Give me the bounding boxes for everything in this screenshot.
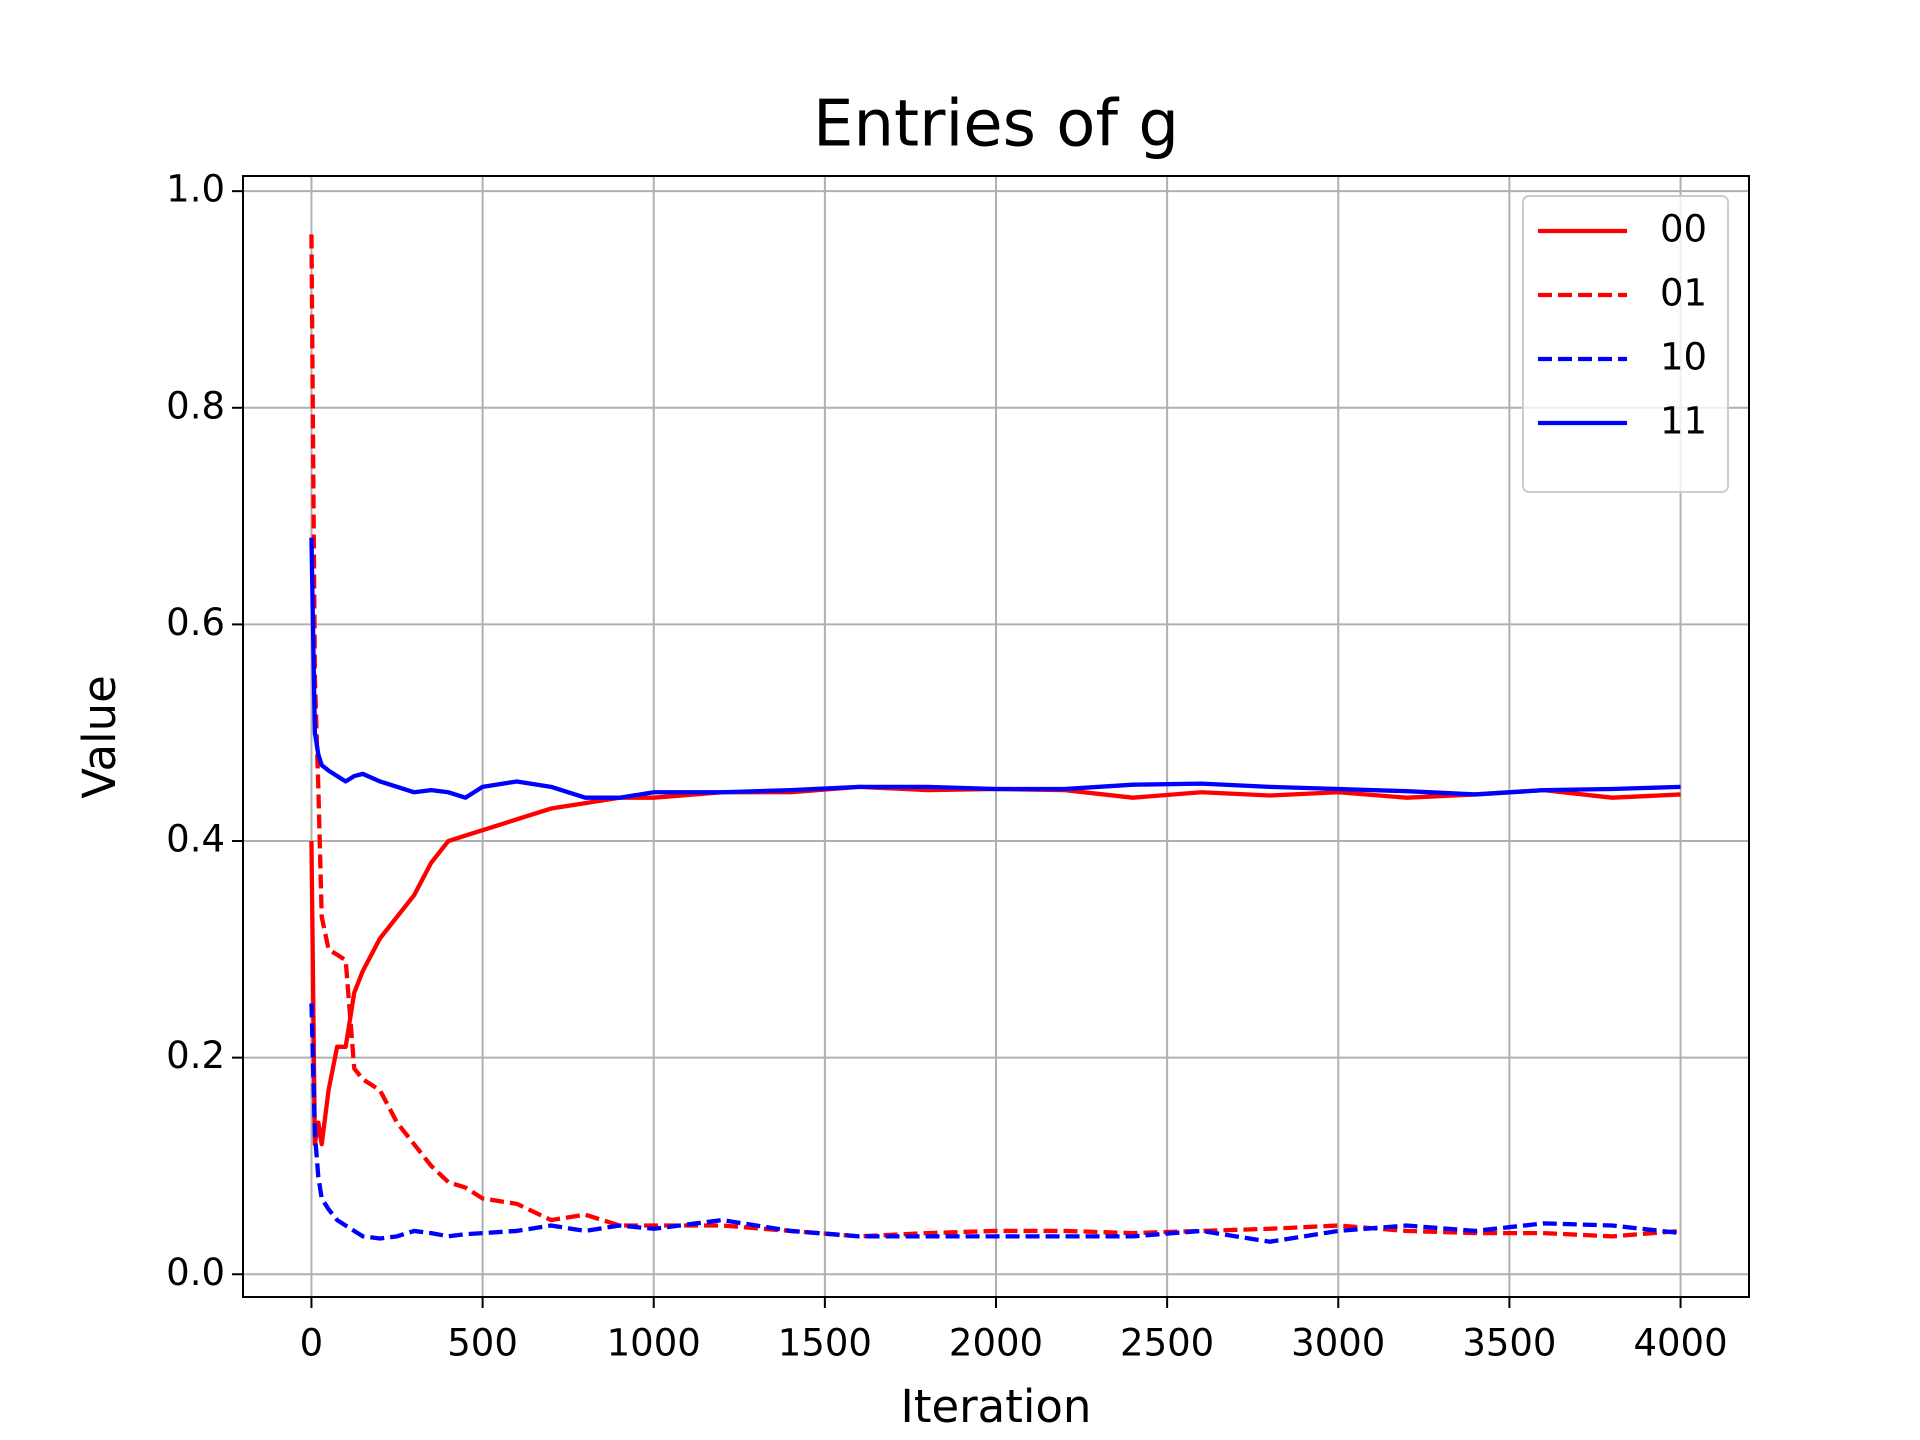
x-tick-label: 3000 bbox=[1291, 1322, 1385, 1365]
series-line bbox=[309, 537, 1681, 800]
x-tick-label: 1500 bbox=[778, 1322, 872, 1365]
x-tick-label: 4000 bbox=[1633, 1322, 1727, 1365]
y-tick-label: 0.2 bbox=[166, 1034, 225, 1077]
legend-box bbox=[1522, 195, 1729, 493]
x-tick-label: 0 bbox=[300, 1322, 324, 1365]
series-line bbox=[309, 1003, 1681, 1244]
plot-frame bbox=[242, 175, 1750, 1298]
x-tick-label: 500 bbox=[447, 1322, 518, 1365]
chart-title: Entries of g bbox=[813, 88, 1179, 162]
x-tick-label: 1000 bbox=[607, 1322, 701, 1365]
y-axis-label: Value bbox=[73, 675, 126, 799]
x-tick-label: 2500 bbox=[1120, 1322, 1214, 1365]
y-tick-label: 0.0 bbox=[166, 1251, 225, 1294]
x-tick-label: 3500 bbox=[1462, 1322, 1556, 1365]
y-tick-label: 1.0 bbox=[166, 168, 225, 211]
legend-label: 11 bbox=[1660, 400, 1707, 443]
x-tick-label: 2000 bbox=[949, 1322, 1043, 1365]
legend-label: 10 bbox=[1660, 336, 1707, 379]
legend-label: 01 bbox=[1660, 272, 1707, 315]
y-tick-label: 0.4 bbox=[166, 818, 225, 861]
y-tick-label: 0.8 bbox=[166, 384, 225, 427]
legend-label: 00 bbox=[1660, 208, 1707, 251]
series-line bbox=[309, 234, 1681, 1239]
x-axis-label: Iteration bbox=[901, 1380, 1092, 1433]
y-tick-label: 0.6 bbox=[166, 601, 225, 644]
series-line bbox=[309, 784, 1681, 1147]
